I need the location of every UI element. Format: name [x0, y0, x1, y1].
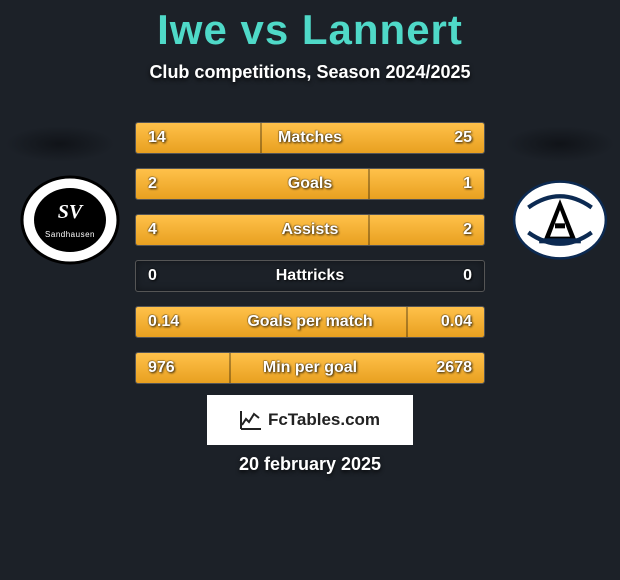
stat-label: Goals	[136, 175, 484, 193]
brand-badge[interactable]: FcTables.com	[207, 395, 413, 445]
footer-date: 20 february 2025	[0, 454, 620, 475]
shadow-right	[505, 126, 615, 162]
shadow-left	[5, 126, 115, 162]
subtitle: Club competitions, Season 2024/2025	[0, 62, 620, 83]
player-right-name: Lannert	[302, 6, 463, 53]
chart-icon	[240, 409, 262, 431]
stat-row: 00Hattricks	[135, 260, 485, 292]
stat-row: 0.140.04Goals per match	[135, 306, 485, 338]
stat-row: 9762678Min per goal	[135, 352, 485, 384]
stat-label: Min per goal	[136, 359, 484, 377]
stats-table: 1425Matches 21Goals 42Assists 00Hattricks 0.…	[135, 122, 485, 398]
stat-label: Assists	[136, 221, 484, 239]
avatar	[510, 175, 610, 265]
club-logo-right-icon	[510, 170, 610, 270]
stat-label: Hattricks	[136, 267, 484, 285]
stat-label: Matches	[136, 129, 484, 147]
svg-text:Sandhausen: Sandhausen	[45, 230, 95, 239]
player-left-name: Iwe	[157, 6, 228, 53]
stat-row: 1425Matches	[135, 122, 485, 154]
brand-text: FcTables.com	[268, 410, 380, 430]
stat-row: 42Assists	[135, 214, 485, 246]
stat-row: 21Goals	[135, 168, 485, 200]
stat-label: Goals per match	[136, 313, 484, 331]
svg-text:SV: SV	[58, 201, 84, 223]
avatar: SV Sandhausen	[20, 175, 120, 265]
page-title: Iwe vs Lannert	[0, 0, 620, 54]
club-logo-left-icon: SV Sandhausen	[20, 175, 120, 265]
